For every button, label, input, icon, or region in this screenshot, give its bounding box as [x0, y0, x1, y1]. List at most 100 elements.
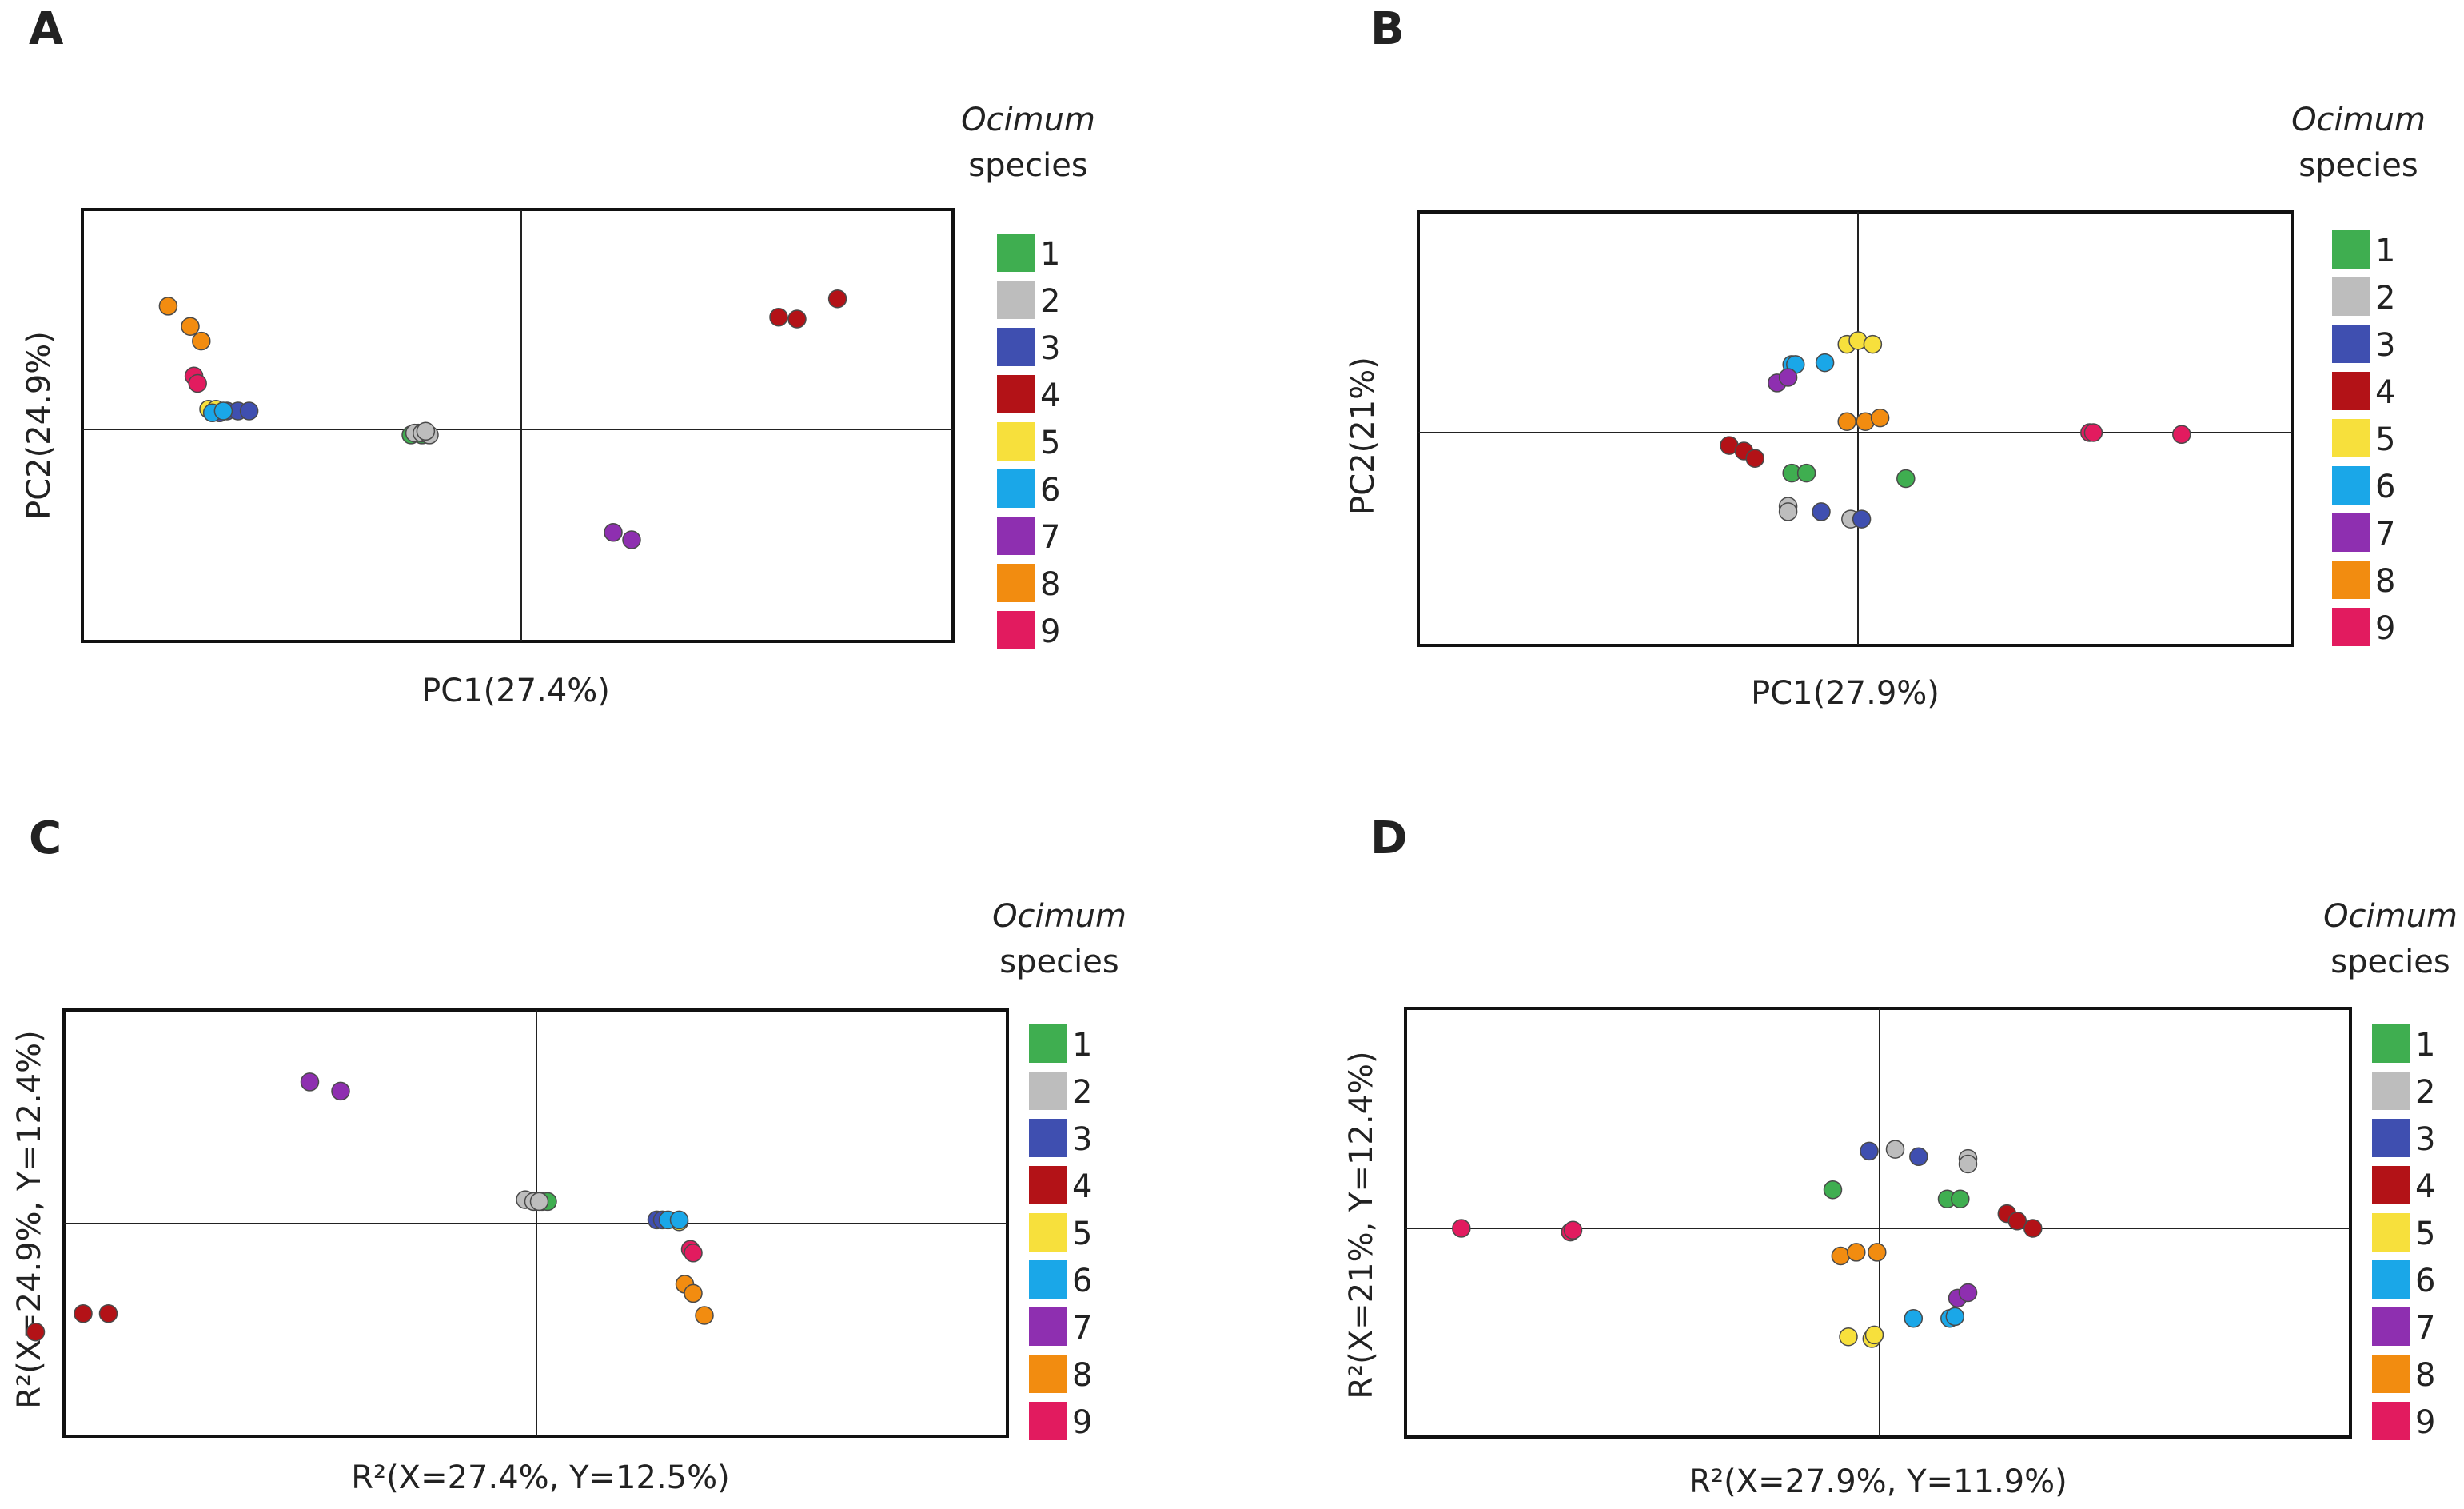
legend-swatch-8 [997, 564, 1035, 602]
point-species-6 [213, 401, 233, 421]
legend-label-3: 3 [2375, 327, 2395, 364]
legend-label-3: 3 [2415, 1121, 2435, 1158]
legend-label-1: 1 [2415, 1027, 2435, 1064]
legend-swatch-1 [2332, 230, 2370, 269]
legend-label-5: 5 [1072, 1216, 1092, 1252]
plot-frame [81, 208, 955, 643]
panel-letter: D [1370, 812, 1407, 864]
point-species-8 [1870, 408, 1890, 428]
legend-title-genus: Ocimum [2291, 102, 2426, 138]
point-species-9 [1452, 1219, 1471, 1238]
legend-swatch-3 [2332, 325, 2370, 363]
legend-label-1: 1 [1072, 1027, 1092, 1064]
legend-label-7: 7 [2375, 516, 2395, 553]
legend-swatch-7 [1029, 1307, 1067, 1346]
legend-swatch-4 [997, 375, 1035, 413]
legend-title-genus: Ocimum [992, 898, 1126, 935]
legend-title: species [968, 147, 1087, 184]
panel-D: D R²(X=27.9%, Y=11.9%) R²(X=21%, Y=12.4%) O… [1343, 812, 2458, 1500]
panel-letter: A [29, 3, 64, 55]
data-points [1452, 1140, 2043, 1348]
point-species-4 [787, 309, 807, 329]
point-species-4 [26, 1322, 46, 1342]
point-species-8 [1837, 412, 1856, 431]
y-axis-label: PC2(21%) [1345, 357, 1382, 515]
legend-label-9: 9 [2375, 610, 2395, 647]
point-species-7 [1958, 1283, 1978, 1303]
point-species-9 [1563, 1220, 1583, 1240]
legend-label-5: 5 [2375, 421, 2395, 458]
legend-label-8: 8 [2415, 1357, 2435, 1394]
point-species-1 [1796, 463, 1816, 483]
point-species-1 [1951, 1189, 1970, 1208]
x-axis-label: PC1(27.9%) [1751, 675, 1940, 712]
legend-label-2: 2 [1040, 283, 1060, 320]
point-species-8 [1847, 1243, 1866, 1262]
legend-swatch-2 [2372, 1072, 2410, 1110]
legend-swatch-6 [2372, 1260, 2410, 1299]
point-species-4 [74, 1303, 93, 1323]
legend-swatch-6 [2332, 466, 2370, 505]
legend-label-2: 2 [1072, 1074, 1092, 1111]
legend-label-4: 4 [1040, 377, 1060, 414]
legend-swatch-9 [997, 611, 1035, 649]
legend-label-9: 9 [1040, 613, 1060, 650]
legend-swatch-3 [1029, 1119, 1067, 1157]
legend-label-1: 1 [1040, 236, 1060, 273]
legend-label-7: 7 [1040, 519, 1060, 556]
legend-label-4: 4 [1072, 1168, 1092, 1205]
legend-swatch-5 [2372, 1213, 2410, 1252]
legend-title: species [2299, 147, 2418, 184]
legend-label-5: 5 [2415, 1216, 2435, 1252]
point-species-3 [1860, 1141, 1879, 1161]
legend-swatch-8 [2372, 1355, 2410, 1393]
y-axis-label: PC2(24.9%) [21, 331, 58, 520]
point-species-2 [529, 1192, 549, 1212]
legend-label-5: 5 [1040, 425, 1060, 461]
legend-label-9: 9 [1072, 1404, 1092, 1441]
point-species-8 [1868, 1243, 1887, 1262]
point-species-6 [1904, 1308, 1924, 1328]
legend-label-3: 3 [1040, 330, 1060, 367]
point-species-7 [331, 1081, 350, 1101]
point-species-8 [181, 317, 200, 336]
point-species-2 [1958, 1154, 1978, 1174]
y-axis-label: R²(X=21%, Y=12.4%) [1343, 1051, 1380, 1399]
point-species-5 [1863, 334, 1883, 354]
point-species-9 [188, 373, 207, 393]
legend-title: species [999, 944, 1118, 980]
legend-swatch-6 [997, 469, 1035, 508]
legend-label-6: 6 [2415, 1263, 2435, 1299]
point-species-6 [669, 1210, 689, 1230]
legend-swatch-9 [2372, 1402, 2410, 1440]
legend-swatch-8 [1029, 1355, 1067, 1393]
data-points [26, 1072, 714, 1342]
panel-A: A PC1(27.4%) PC2(24.9%) Ocimum species 1 2 3 4 5 6… [21, 3, 1095, 709]
legend-swatch-5 [997, 422, 1035, 461]
panel-C: C R²(X=27.4%, Y=12.5%) R²(X=24.9%, Y=12.4%… [11, 812, 1126, 1496]
legend-swatch-1 [1029, 1024, 1067, 1063]
point-species-4 [769, 307, 788, 327]
legend-swatch-1 [997, 234, 1035, 272]
point-species-4 [827, 289, 847, 309]
point-species-3 [1909, 1147, 1928, 1167]
point-species-8 [695, 1306, 714, 1325]
point-species-4 [2023, 1219, 2043, 1238]
x-axis-label: R²(X=27.9%, Y=11.9%) [1689, 1463, 2067, 1500]
legend-swatch-5 [2332, 419, 2370, 457]
legend-swatch-7 [2332, 513, 2370, 552]
legend-label-2: 2 [2375, 280, 2395, 317]
legend-title-genus: Ocimum [2323, 898, 2458, 935]
legend-label-7: 7 [1072, 1310, 1092, 1347]
legend-label-4: 4 [2415, 1168, 2435, 1205]
point-species-8 [1831, 1246, 1851, 1266]
data-points [1720, 331, 2191, 529]
point-species-4 [2007, 1212, 2027, 1231]
plot-frame [1417, 210, 2294, 647]
legend-swatch-7 [2372, 1307, 2410, 1346]
point-species-7 [300, 1072, 320, 1092]
point-species-7 [1778, 368, 1798, 387]
legend-swatch-4 [2372, 1166, 2410, 1204]
point-species-6 [1945, 1307, 1965, 1327]
